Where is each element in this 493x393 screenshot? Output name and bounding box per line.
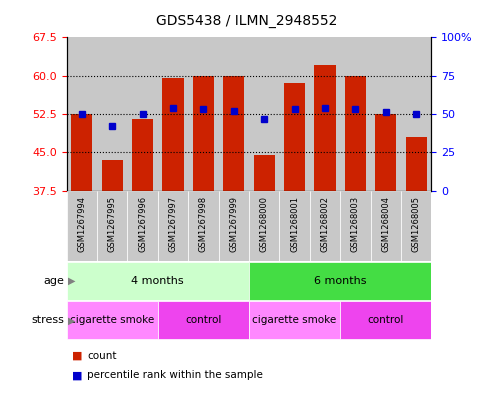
Text: GSM1267997: GSM1267997 [169,196,177,252]
Bar [401,191,431,261]
Bar [132,119,153,191]
Bar [218,37,249,191]
Text: ▶: ▶ [68,276,75,286]
Bar [193,75,214,191]
Text: GSM1267999: GSM1267999 [229,196,238,252]
Text: ■: ■ [71,370,82,380]
Text: cigarette smoke: cigarette smoke [70,315,154,325]
Text: ▶: ▶ [68,315,75,325]
Bar [401,37,431,191]
Bar [158,301,249,339]
Bar [340,191,371,261]
Text: GSM1268005: GSM1268005 [412,196,421,252]
Bar [249,262,431,300]
Bar [406,137,427,191]
Bar [310,191,340,261]
Bar [127,191,158,261]
Bar [371,191,401,261]
Text: 6 months: 6 months [314,276,366,286]
Text: percentile rank within the sample: percentile rank within the sample [87,370,263,380]
Bar [280,191,310,261]
Bar [67,301,158,339]
Text: cigarette smoke: cigarette smoke [252,315,337,325]
Bar [102,160,123,191]
Text: GDS5438 / ILMN_2948552: GDS5438 / ILMN_2948552 [156,14,337,28]
Bar [97,191,127,261]
Bar [127,37,158,191]
Text: stress: stress [31,315,64,325]
Text: GSM1267996: GSM1267996 [138,196,147,252]
Bar [188,191,218,261]
Bar [67,191,97,261]
Bar [71,114,92,191]
Text: GSM1268000: GSM1268000 [260,196,269,252]
Bar [162,78,183,191]
Bar [188,37,218,191]
Bar [310,37,340,191]
Text: GSM1267994: GSM1267994 [77,196,86,252]
Bar [249,301,340,339]
Bar [253,155,275,191]
Bar [67,262,249,300]
Text: GSM1268004: GSM1268004 [381,196,390,252]
Bar [218,191,249,261]
Bar [249,191,280,261]
Bar [97,37,127,191]
Text: GSM1268001: GSM1268001 [290,196,299,252]
Bar [158,37,188,191]
Text: control: control [185,315,221,325]
Text: 4 months: 4 months [132,276,184,286]
Bar [280,37,310,191]
Text: GSM1267998: GSM1267998 [199,196,208,252]
Bar [345,75,366,191]
Text: GSM1267995: GSM1267995 [107,196,117,252]
Bar [284,83,305,191]
Bar [371,37,401,191]
Text: age: age [43,276,64,286]
Text: GSM1268002: GSM1268002 [320,196,329,252]
Text: ■: ■ [71,351,82,361]
Bar [67,37,97,191]
Text: control: control [368,315,404,325]
Bar [249,37,280,191]
Bar [340,37,371,191]
Bar [315,65,336,191]
Bar [375,114,396,191]
Text: count: count [87,351,117,361]
Bar [223,75,245,191]
Bar [158,191,188,261]
Bar [340,301,431,339]
Text: GSM1268003: GSM1268003 [351,196,360,252]
